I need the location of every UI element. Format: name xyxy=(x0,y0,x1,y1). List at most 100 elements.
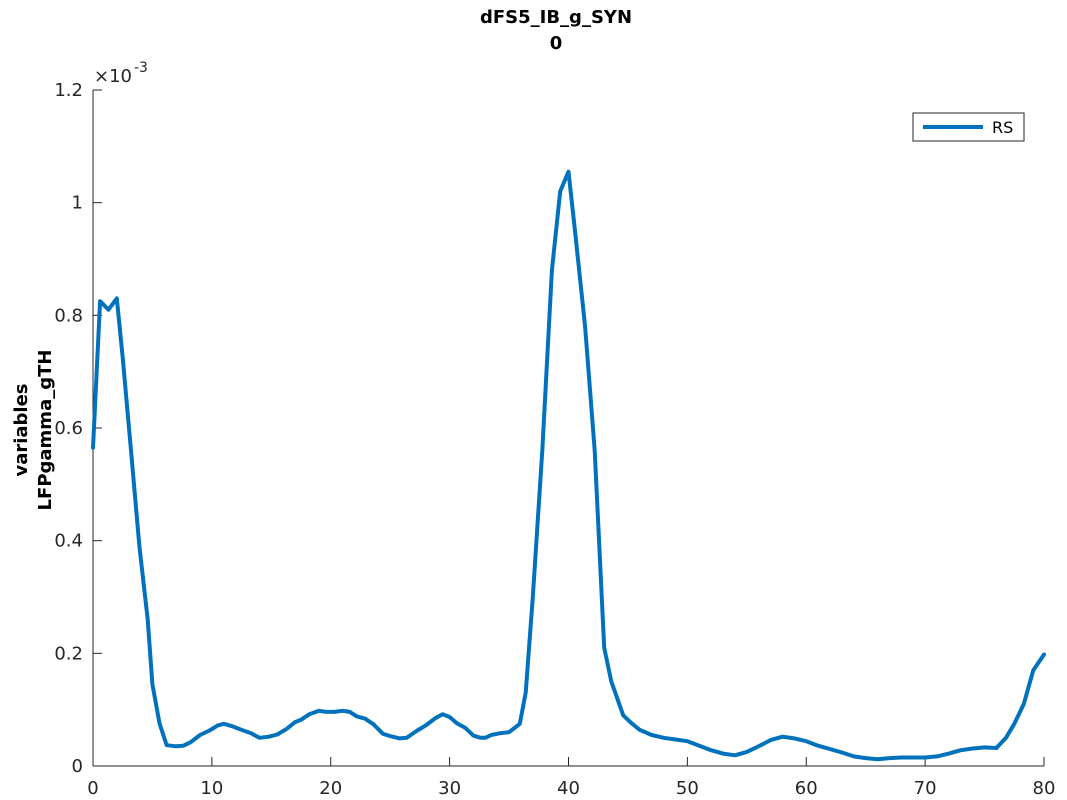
data-point xyxy=(698,744,701,747)
data-point xyxy=(456,722,458,724)
tick-marks xyxy=(92,89,1045,767)
data-point xyxy=(924,756,926,759)
data-point xyxy=(650,734,653,736)
data-point xyxy=(240,729,243,731)
data-point xyxy=(175,745,177,748)
x-tick-label: 60 xyxy=(795,778,818,799)
data-point xyxy=(971,747,974,750)
data-point xyxy=(356,715,358,718)
data-point xyxy=(490,734,493,736)
data-point xyxy=(781,735,784,738)
data-point xyxy=(92,446,94,449)
data-point xyxy=(276,733,279,736)
data-point xyxy=(593,449,596,452)
data-point xyxy=(472,734,475,737)
y-tick-label: 1 xyxy=(72,193,83,214)
x-tick-label: 10 xyxy=(200,778,223,799)
data-point xyxy=(372,723,375,726)
data-point xyxy=(769,739,772,741)
data-point xyxy=(805,740,808,742)
data-point xyxy=(182,744,185,747)
data-point xyxy=(1023,703,1025,705)
legend: RS xyxy=(912,112,1025,142)
data-point xyxy=(107,308,110,311)
data-point xyxy=(318,710,320,712)
data-point xyxy=(479,737,482,739)
data-point xyxy=(995,747,998,749)
data-point xyxy=(888,757,891,759)
data-point xyxy=(146,618,149,621)
data-point xyxy=(294,721,296,723)
data-point xyxy=(448,716,451,718)
data-point xyxy=(151,683,154,686)
data-point xyxy=(551,269,553,272)
y-tick-label: 0 xyxy=(72,756,83,777)
data-point xyxy=(936,755,938,758)
data-point xyxy=(710,749,712,751)
x-tick-label: 70 xyxy=(914,778,937,799)
data-point xyxy=(232,725,235,728)
data-point xyxy=(341,710,344,712)
data-point xyxy=(389,735,392,737)
data-point xyxy=(532,596,534,598)
data-point xyxy=(398,737,401,740)
y-tick-label: 0.4 xyxy=(54,531,83,552)
data-point xyxy=(121,356,124,359)
data-point xyxy=(639,729,641,731)
data-point xyxy=(622,714,624,717)
y-axis-exponent-label: ×10 xyxy=(94,66,132,87)
data-point xyxy=(734,754,736,757)
data-point xyxy=(286,728,288,730)
data-point xyxy=(116,297,118,300)
data-point xyxy=(686,740,689,742)
data-point xyxy=(325,711,327,713)
data-point xyxy=(519,723,521,725)
data-point xyxy=(574,235,577,238)
data-point xyxy=(559,190,561,193)
data-point xyxy=(165,744,168,746)
tick-labels: 0 10 20 30 40 50 60 70 80 0 0.2 0.4 0.6 0.8 1 1.2 xyxy=(54,80,1055,799)
data-point xyxy=(603,646,605,649)
x-tick-label: 20 xyxy=(319,778,342,799)
data-point xyxy=(199,734,201,736)
data-point xyxy=(300,719,302,721)
y-axis-label-line-1: variables xyxy=(11,383,32,476)
data-point xyxy=(864,757,867,759)
data-point xyxy=(250,732,252,735)
data-point xyxy=(584,325,586,328)
data-point xyxy=(746,751,748,753)
data-point xyxy=(1032,669,1035,671)
y-tick-label: 0.2 xyxy=(54,643,83,664)
x-tick-label: 50 xyxy=(676,778,699,799)
chart-title-line-1: dFS5_IB_g_SYN xyxy=(480,7,632,28)
data-point xyxy=(464,726,466,729)
data-point xyxy=(333,711,336,713)
data-point xyxy=(308,713,311,715)
data-point xyxy=(268,735,270,738)
data-point xyxy=(662,737,665,739)
chart-title-line-2: 0 xyxy=(550,33,563,54)
x-tick-label: 40 xyxy=(557,778,580,799)
data-point xyxy=(99,300,101,303)
data-point xyxy=(983,746,986,749)
data-point xyxy=(1043,653,1045,656)
y-tick-label: 1.2 xyxy=(54,80,83,101)
y-tick-label: 0.8 xyxy=(54,305,83,326)
data-point xyxy=(208,729,211,732)
data-point xyxy=(138,545,141,548)
y-axis-label-line-2: LFPgamma_gTH xyxy=(35,350,56,511)
data-point xyxy=(223,723,225,725)
data-point xyxy=(757,745,760,748)
x-tick-label: 80 xyxy=(1033,778,1056,799)
data-point xyxy=(1005,737,1007,739)
data-point xyxy=(630,722,633,724)
data-point xyxy=(524,692,527,694)
data-point xyxy=(1013,723,1016,725)
data-point xyxy=(349,711,351,713)
data-point xyxy=(817,744,819,747)
data-point xyxy=(130,449,132,452)
data-point xyxy=(948,752,950,755)
data-point xyxy=(610,680,613,683)
data-point xyxy=(415,730,418,732)
